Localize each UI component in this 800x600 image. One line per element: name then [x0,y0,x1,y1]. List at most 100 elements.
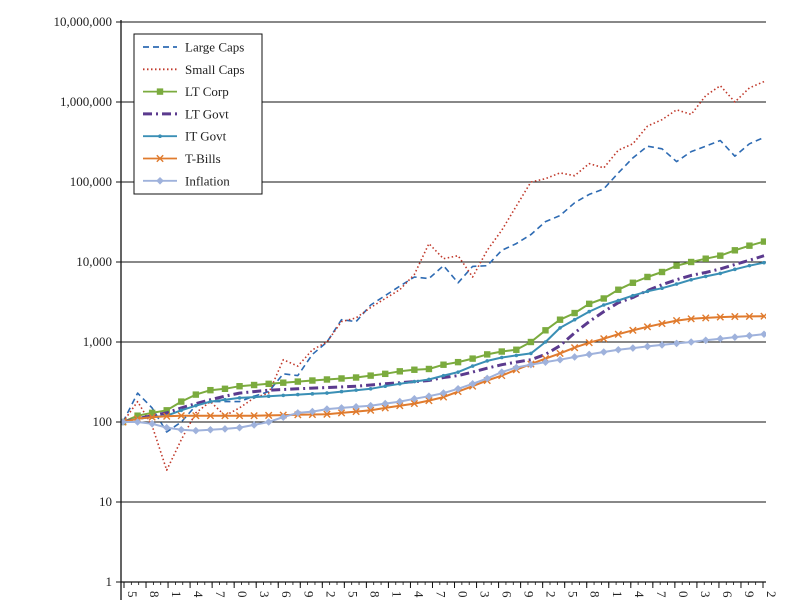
data-point-marker [760,312,766,320]
data-point-marker [731,333,739,341]
data-point-marker [717,252,724,259]
data-point-marker [483,374,492,383]
data-point-marker [236,383,243,390]
data-point-marker [469,355,476,362]
data-point-marker [703,274,708,279]
x-tick-label: 3 [478,591,493,598]
data-point-marker [381,404,389,412]
legend-label: T-Bills [185,151,221,166]
data-point-marker [250,381,258,389]
data-point-marker [658,341,666,349]
data-point-marker [368,387,373,391]
series-lines [121,80,766,471]
data-point-marker [687,315,695,323]
data-point-marker [310,392,315,396]
series-line [122,136,765,433]
data-point-marker [148,419,156,428]
data-point-marker [514,353,519,358]
series-line [122,254,765,424]
legend-entry: Large Caps [143,40,244,55]
x-tick-label: 6 [720,591,735,598]
series-it-govt [121,260,766,424]
data-point-marker [148,409,156,417]
data-point-marker [600,295,607,302]
x-tick-label: 0 [235,591,250,598]
data-point-marker [614,345,623,354]
data-point-marker [425,396,433,405]
data-point-marker [192,426,200,435]
x-tick-label: 1 [610,591,625,598]
data-point-marker [731,247,739,254]
x-tick-label: 6 [500,591,515,598]
data-point-marker [601,303,606,307]
data-point-marker [687,258,695,266]
y-tick-label: 100,000 [70,174,112,189]
data-point-marker [266,394,271,399]
data-point-marker [194,403,198,408]
data-point-marker [733,267,737,272]
x-tick-label: 5 [566,591,581,598]
data-point-marker [352,402,360,411]
data-point-marker [410,394,419,403]
data-point-marker [745,331,754,340]
data-point-marker [643,323,652,331]
data-point-marker [558,326,562,330]
series-inflation [121,330,766,435]
y-tick-label: 10 [99,494,112,509]
data-point-marker [366,406,375,415]
data-point-marker [323,410,331,418]
x-tick-label: 8 [588,591,603,598]
data-point-marker [631,293,635,298]
data-point-marker [673,262,680,269]
data-point-marker [556,355,564,364]
data-point-marker [512,363,521,372]
data-point-marker [702,255,709,262]
data-point-marker [468,380,477,388]
series-line [122,80,765,471]
series-large-caps [122,136,765,433]
x-tick-label: 4 [411,591,426,598]
legend-label: IT Govt [185,129,227,144]
data-point-marker [687,338,695,346]
data-point-marker [745,312,754,321]
data-point-marker [237,396,242,400]
data-point-marker [542,327,549,334]
data-point-marker [133,418,142,426]
data-point-marker [412,379,417,384]
data-point-marker [644,273,651,281]
data-point-marker [599,348,608,356]
data-point-marker [221,385,229,393]
data-point-marker [716,334,725,343]
data-point-marker [439,389,448,397]
data-point-marker [541,358,550,366]
data-point-marker [250,411,258,420]
legend-entry: Inflation [143,173,230,188]
x-tick-label: 7 [433,591,448,598]
data-point-marker [383,384,388,389]
data-point-marker [527,360,535,369]
series-lt-corp [121,238,766,426]
data-point-marker [570,343,579,352]
data-point-marker [760,238,766,245]
data-point-marker [192,411,200,420]
data-point-marker [206,425,215,434]
legend-label: Small Caps [185,62,245,77]
data-point-marker [163,407,170,414]
data-point-marker [264,418,273,426]
data-point-marker [427,377,431,382]
data-point-marker [716,313,724,321]
data-point-marker [265,380,272,388]
data-point-marker [585,339,593,347]
data-point-marker [309,377,316,384]
data-point-marker [354,388,358,392]
x-tick-label: 9 [301,591,316,598]
data-point-marker [339,389,344,394]
legend-entry: T-Bills [143,151,221,166]
data-point-marker [162,423,171,432]
data-point-marker [616,298,621,303]
data-point-marker [121,418,127,426]
x-tick-label: 8 [147,591,162,598]
data-point-marker [629,326,637,335]
data-point-marker [352,407,360,416]
